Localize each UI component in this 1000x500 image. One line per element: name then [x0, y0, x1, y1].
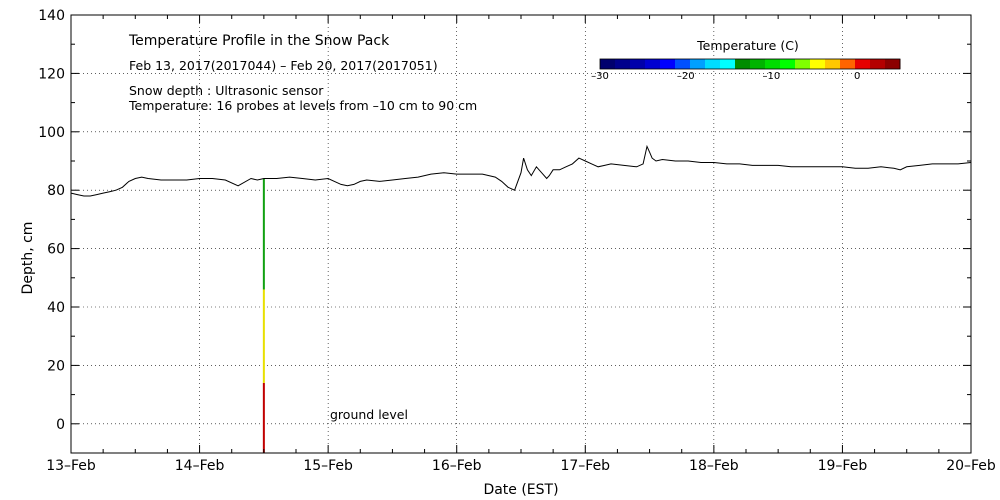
colorbar-ticks: –30 –20 –10 0: [591, 71, 860, 82]
x-tick-label: 18–Feb: [689, 458, 739, 474]
colorbar-tick-label: 0: [854, 71, 860, 82]
note-temperature: Temperature: 16 probes at levels from –1…: [128, 98, 477, 113]
probe-segment: [262, 289, 265, 383]
x-tick-label: 17–Feb: [560, 458, 610, 474]
colorbar-swatch: [735, 59, 751, 69]
y-tick-label: 100: [38, 125, 65, 141]
x-tick-label: 19–Feb: [818, 458, 868, 474]
snow-depth-line: [70, 144, 972, 197]
colorbar-swatch: [825, 59, 841, 69]
colorbar-tick-label: –20: [677, 71, 695, 82]
colorbar-swatch: [750, 59, 766, 69]
x-tick-label: 14–Feb: [175, 458, 225, 474]
chart-title: Temperature Profile in the Snow Pack: [128, 33, 390, 49]
y-tick-label: 120: [38, 66, 65, 82]
ground-level-label: ground level: [330, 407, 408, 422]
x-tick-label: 20–Feb: [946, 458, 996, 474]
colorbar-frame: [599, 58, 901, 70]
colorbar-swatch: [855, 59, 871, 69]
y-tick-label: 60: [47, 242, 65, 258]
x-axis-ticks: 13–Feb 14–Feb 15–Feb 16–Feb 17–Feb 18–Feb 19–F…: [46, 15, 996, 474]
colorbar-swatch: [840, 59, 856, 69]
colorbar-swatch: [675, 59, 691, 69]
y-tick-label: 0: [56, 417, 65, 433]
colorbar-swatch: [645, 59, 661, 69]
temperature-colorbar: Temperature (C) –30 –20 –10 0: [591, 38, 901, 82]
colorbar-swatch: [870, 59, 886, 69]
colorbar-swatch: [885, 59, 901, 69]
colorbar-swatch: [765, 59, 781, 69]
note-snow-depth: Snow depth : Ultrasonic sensor: [129, 83, 324, 98]
colorbar-swatch: [660, 59, 676, 69]
colorbar-swatch: [720, 59, 736, 69]
colorbar-swatch: [630, 59, 646, 69]
y-tick-label: 40: [47, 300, 65, 316]
probe-segment: [262, 382, 265, 453]
colorbar-swatches: [600, 59, 901, 69]
probe-temperature-column: [262, 178, 265, 453]
x-tick-label: 13–Feb: [46, 458, 96, 474]
colorbar-swatch: [705, 59, 721, 69]
chart-subtitle: Feb 13, 2017(2017044) – Feb 20, 2017(201…: [129, 58, 438, 73]
probe-segment: [262, 178, 265, 290]
plot-frame: [70, 14, 972, 454]
colorbar-tick-label: –10: [763, 71, 781, 82]
x-tick-label: 15–Feb: [303, 458, 353, 474]
colorbar-swatch: [795, 59, 811, 69]
snow-depth-series: [70, 144, 972, 197]
colorbar-tick-label: –30: [591, 71, 609, 82]
colorbar-swatch: [600, 59, 616, 69]
colorbar-title: Temperature (C): [696, 38, 799, 53]
y-axis-title: Depth, cm: [20, 222, 36, 295]
colorbar-swatch: [690, 59, 706, 69]
grid-lines: [71, 15, 971, 453]
y-tick-label: 20: [47, 358, 65, 374]
colorbar-swatch: [810, 59, 826, 69]
x-tick-label: 16–Feb: [432, 458, 482, 474]
y-axis-ticks: 0 20 40 60 80 100 120 140: [38, 8, 971, 454]
y-tick-label: 140: [38, 8, 65, 24]
x-axis-title: Date (EST): [483, 482, 558, 498]
y-tick-label: 80: [47, 183, 65, 199]
colorbar-swatch: [780, 59, 796, 69]
colorbar-swatch: [615, 59, 631, 69]
